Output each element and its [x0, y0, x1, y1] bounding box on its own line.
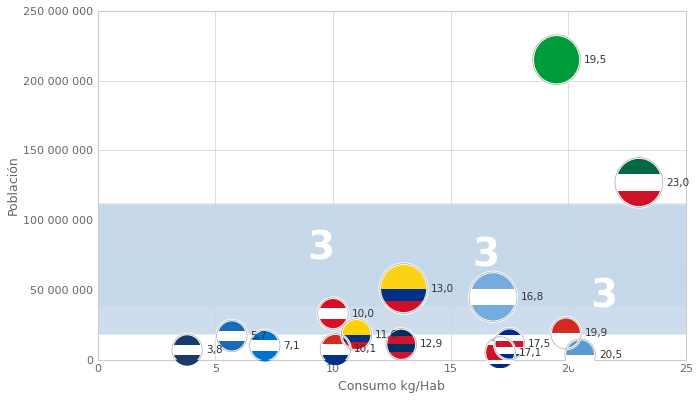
FancyBboxPatch shape [386, 344, 416, 352]
FancyBboxPatch shape [342, 342, 372, 350]
FancyBboxPatch shape [172, 344, 202, 355]
FancyBboxPatch shape [320, 355, 351, 365]
Text: 13,0: 13,0 [431, 284, 454, 294]
FancyBboxPatch shape [217, 341, 247, 352]
FancyBboxPatch shape [318, 308, 348, 319]
FancyBboxPatch shape [494, 328, 525, 334]
Text: 3: 3 [308, 229, 335, 267]
Ellipse shape [380, 264, 428, 314]
FancyBboxPatch shape [386, 336, 416, 344]
Y-axis label: Población: Población [7, 156, 20, 215]
FancyBboxPatch shape [172, 334, 202, 344]
Ellipse shape [342, 319, 372, 350]
Text: 10,1: 10,1 [354, 344, 377, 354]
Text: 3: 3 [473, 236, 500, 274]
FancyBboxPatch shape [485, 364, 515, 368]
FancyBboxPatch shape [380, 288, 428, 301]
FancyBboxPatch shape [494, 347, 525, 354]
FancyBboxPatch shape [217, 331, 247, 341]
Ellipse shape [551, 317, 581, 349]
Text: 3,8: 3,8 [206, 345, 223, 355]
Text: 7,1: 7,1 [284, 341, 300, 351]
Polygon shape [0, 259, 700, 334]
Ellipse shape [565, 339, 595, 371]
FancyBboxPatch shape [494, 334, 525, 341]
FancyBboxPatch shape [320, 334, 351, 344]
FancyBboxPatch shape [494, 341, 525, 347]
FancyBboxPatch shape [615, 158, 663, 174]
Polygon shape [0, 204, 700, 307]
Text: 3: 3 [590, 278, 617, 316]
Ellipse shape [250, 330, 280, 362]
Ellipse shape [172, 334, 202, 366]
Text: 19,5: 19,5 [584, 55, 607, 65]
Text: 17,1: 17,1 [519, 348, 542, 358]
Ellipse shape [469, 272, 517, 322]
FancyBboxPatch shape [386, 328, 416, 336]
Text: 23,0: 23,0 [666, 178, 690, 188]
Ellipse shape [533, 35, 580, 85]
Ellipse shape [318, 298, 348, 330]
FancyBboxPatch shape [380, 264, 428, 288]
FancyBboxPatch shape [318, 319, 348, 330]
Polygon shape [0, 206, 700, 290]
FancyBboxPatch shape [565, 355, 595, 371]
FancyBboxPatch shape [485, 345, 515, 360]
FancyBboxPatch shape [485, 360, 515, 364]
Ellipse shape [615, 158, 663, 208]
X-axis label: Consumo kg/Hab: Consumo kg/Hab [338, 380, 445, 393]
FancyBboxPatch shape [380, 301, 428, 314]
FancyBboxPatch shape [318, 298, 348, 308]
Text: 10,0: 10,0 [351, 309, 374, 319]
Text: 17,5: 17,5 [528, 339, 552, 349]
FancyBboxPatch shape [386, 352, 416, 360]
Text: 11,0: 11,0 [375, 330, 398, 340]
FancyBboxPatch shape [551, 333, 581, 349]
FancyBboxPatch shape [250, 351, 280, 362]
FancyBboxPatch shape [615, 191, 663, 208]
FancyBboxPatch shape [565, 339, 595, 355]
Ellipse shape [217, 320, 247, 352]
Ellipse shape [320, 334, 351, 365]
Text: 19,9: 19,9 [584, 328, 608, 338]
FancyBboxPatch shape [485, 337, 515, 342]
Text: 20,5: 20,5 [598, 350, 622, 360]
Ellipse shape [494, 328, 525, 360]
Text: 5,7: 5,7 [251, 331, 267, 341]
FancyBboxPatch shape [342, 334, 372, 342]
FancyBboxPatch shape [342, 319, 372, 334]
FancyBboxPatch shape [320, 344, 351, 355]
FancyBboxPatch shape [615, 174, 663, 191]
FancyBboxPatch shape [494, 354, 525, 360]
FancyBboxPatch shape [217, 320, 247, 331]
FancyBboxPatch shape [551, 317, 581, 333]
FancyBboxPatch shape [250, 340, 280, 351]
Ellipse shape [485, 337, 515, 368]
Text: 12,9: 12,9 [420, 339, 443, 349]
FancyBboxPatch shape [485, 342, 515, 345]
FancyBboxPatch shape [172, 355, 202, 366]
FancyBboxPatch shape [469, 305, 517, 322]
Text: 16,8: 16,8 [520, 292, 544, 302]
FancyBboxPatch shape [250, 330, 280, 340]
FancyBboxPatch shape [469, 288, 517, 305]
Ellipse shape [386, 328, 416, 360]
FancyBboxPatch shape [533, 35, 580, 85]
FancyBboxPatch shape [469, 272, 517, 288]
